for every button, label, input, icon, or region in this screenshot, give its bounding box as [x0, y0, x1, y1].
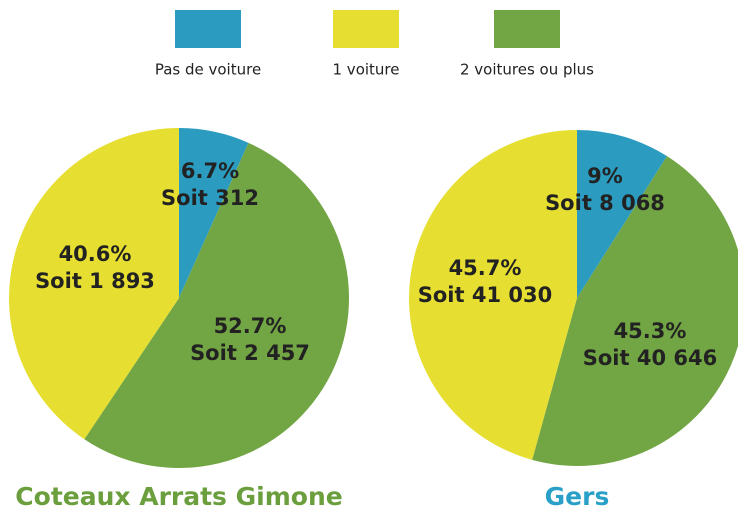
slice-count: Soit 40 646 — [583, 346, 717, 370]
slice-count: Soit 41 030 — [418, 283, 552, 307]
legend-label: 2 voitures ou plus — [460, 61, 594, 79]
slice-percent: 45.3% — [614, 319, 687, 343]
pie-slice — [179, 128, 249, 298]
legend-swatch — [175, 10, 241, 48]
pie-slice — [84, 142, 350, 469]
legend-label: Pas de voiture — [155, 61, 261, 79]
slice-count: Soit 312 — [161, 186, 259, 210]
legend-label: 1 voiture — [333, 61, 400, 79]
pie-title: Gers — [545, 482, 610, 511]
slice-percent: 9% — [587, 164, 623, 188]
pie-title: Coteaux Arrats Gimone — [15, 482, 342, 511]
slice-count: Soit 2 457 — [190, 341, 310, 365]
legend-swatch — [494, 10, 560, 48]
slice-percent: 45.7% — [449, 256, 522, 280]
pie-slice — [532, 156, 738, 466]
slice-percent: 52.7% — [214, 314, 287, 338]
slice-percent: 40.6% — [59, 242, 132, 266]
legend-swatch — [333, 10, 399, 48]
slice-percent: 6.7% — [181, 159, 239, 183]
pie-slice — [9, 128, 180, 440]
slice-count: Soit 8 068 — [545, 191, 665, 215]
slice-count: Soit 1 893 — [35, 269, 155, 293]
pie-slice — [577, 130, 668, 298]
pie-slice — [408, 130, 577, 460]
